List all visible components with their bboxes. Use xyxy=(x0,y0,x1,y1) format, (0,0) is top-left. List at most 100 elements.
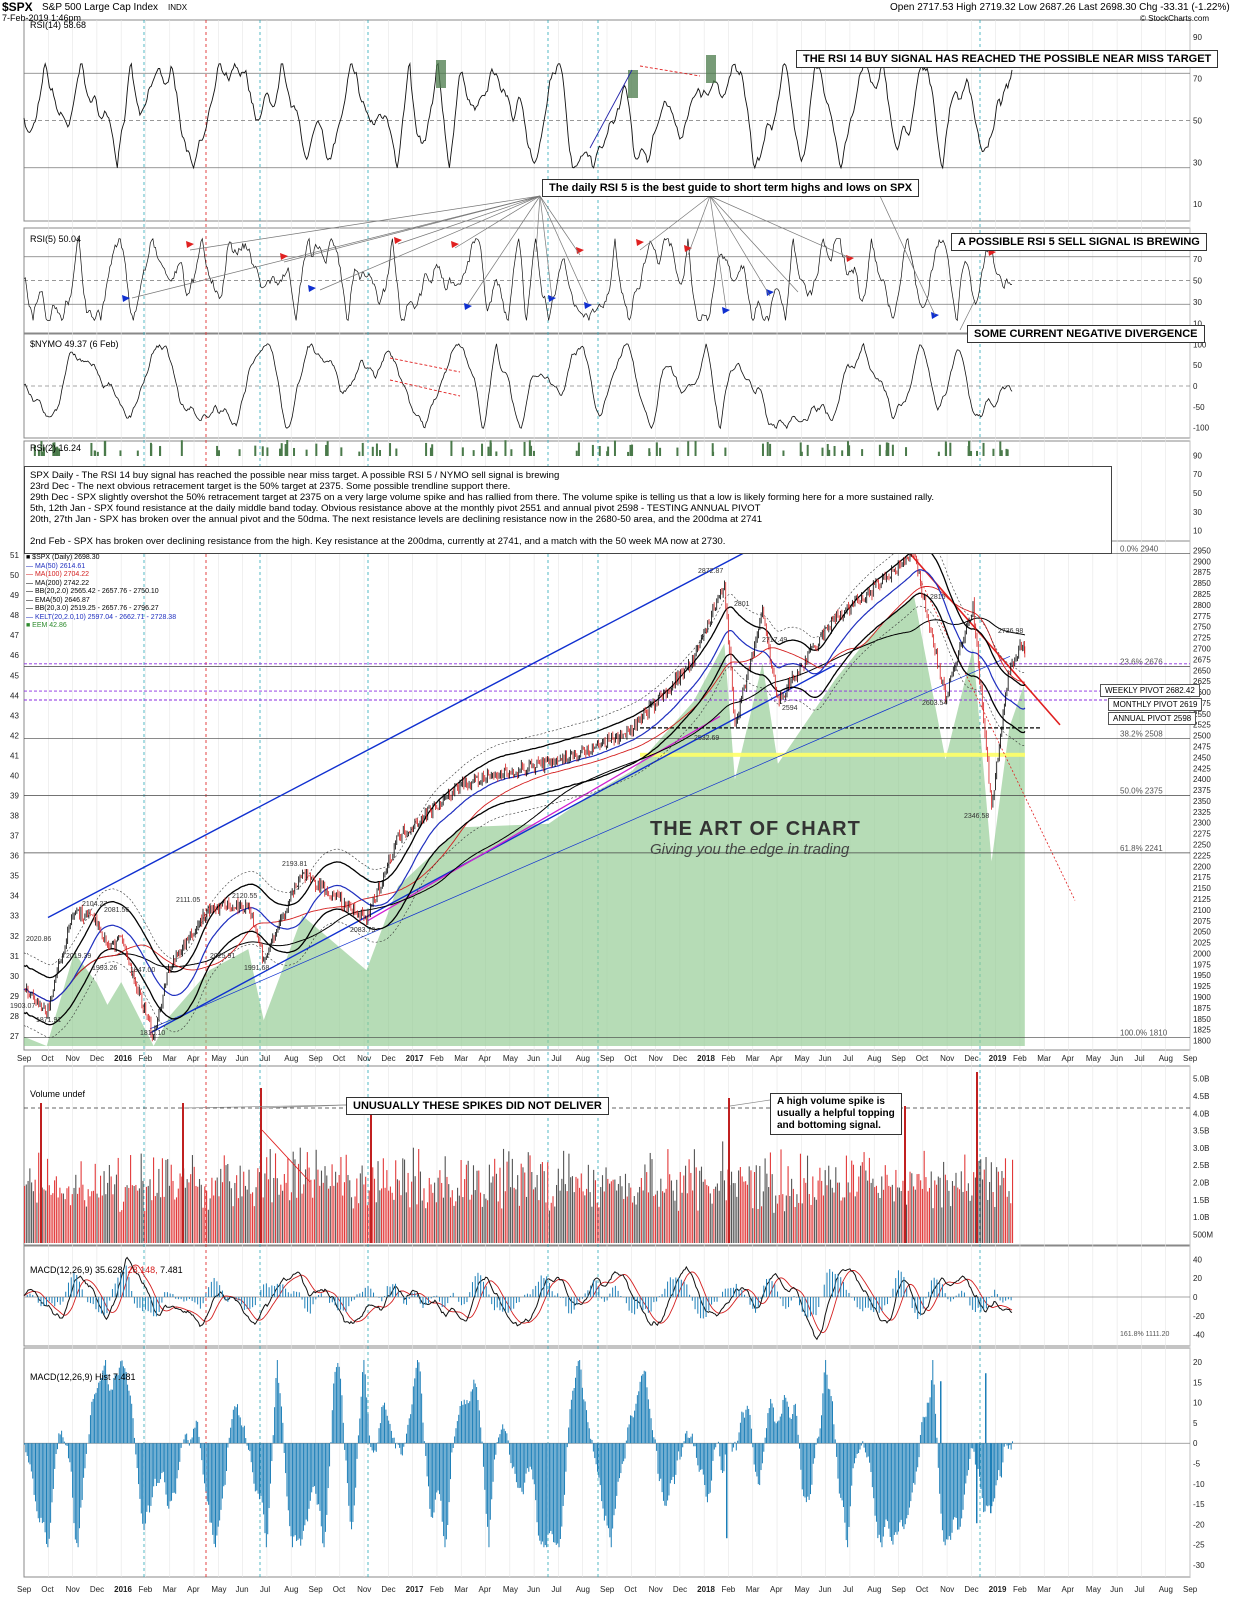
rsi2-spike xyxy=(655,442,658,456)
volume-bar xyxy=(639,1186,641,1243)
legend-entry: — MA(50) 2614.61 xyxy=(26,562,86,570)
price-tick: 2675 xyxy=(1193,655,1211,664)
hist-bar xyxy=(767,1413,769,1444)
trendline-blue xyxy=(589,69,633,149)
hist-bar xyxy=(818,1436,820,1444)
x-axis-label-bottom: May xyxy=(211,1585,226,1594)
volume-bar xyxy=(702,1181,704,1243)
x-axis-label-top: Dec xyxy=(90,1054,104,1063)
volume-bar xyxy=(492,1176,494,1243)
volume-bar xyxy=(246,1189,248,1243)
hist-bar xyxy=(417,1360,419,1444)
macd-mini-hist xyxy=(592,1280,594,1297)
volume-bar xyxy=(568,1153,570,1243)
volume-bar xyxy=(789,1196,791,1243)
hist-bar xyxy=(601,1443,603,1502)
macd-mini-hist xyxy=(700,1297,702,1319)
overbought-fill xyxy=(436,60,446,88)
macd-mini-hist xyxy=(268,1287,270,1297)
hist-bar xyxy=(98,1382,100,1444)
hist-bar xyxy=(616,1443,618,1496)
volume-tick: 5.0B xyxy=(1193,1075,1209,1084)
volume-bar xyxy=(232,1206,234,1243)
volume-bar xyxy=(278,1194,280,1243)
macd-mini-hist xyxy=(969,1297,971,1306)
volume-bar xyxy=(508,1151,510,1243)
volume-bar xyxy=(831,1187,833,1243)
hist-bar xyxy=(271,1443,273,1462)
macd-mini-hist xyxy=(482,1281,484,1297)
hist-bar xyxy=(822,1393,824,1444)
annotation-line xyxy=(709,195,727,309)
bollinger-lower xyxy=(23,592,1026,1026)
macd-mini-hist xyxy=(628,1297,630,1311)
macd-mini-hist xyxy=(859,1297,861,1310)
volume-bar xyxy=(711,1203,713,1243)
hist-bar xyxy=(150,1443,152,1506)
hist-bar xyxy=(399,1443,401,1448)
hist-bar xyxy=(881,1443,883,1548)
x-axis-label-top: Jun xyxy=(819,1054,832,1063)
hist-bar xyxy=(935,1413,937,1444)
volume-bar xyxy=(161,1158,163,1243)
macd-mini-hist xyxy=(474,1276,476,1297)
volume-bar xyxy=(451,1190,453,1243)
hist-bar xyxy=(712,1443,714,1461)
volume-bar xyxy=(921,1188,923,1243)
hist-bar xyxy=(69,1443,71,1463)
volume-bar xyxy=(266,1157,268,1243)
volume-bar xyxy=(460,1160,462,1243)
macd-mini-hist xyxy=(746,1297,748,1298)
hist-bar xyxy=(757,1443,759,1485)
x-axis-label-top: Feb xyxy=(1013,1054,1027,1063)
macd-mini-hist xyxy=(543,1278,545,1297)
hist-bar xyxy=(357,1435,359,1444)
macd-mini-hist xyxy=(246,1297,248,1309)
volume-bar xyxy=(882,1189,885,1243)
hist-bar xyxy=(300,1443,302,1546)
hist-bar xyxy=(808,1443,810,1500)
x-axis-label-top: Mar xyxy=(746,1054,760,1063)
macd-mini-hist xyxy=(54,1297,56,1307)
macd-mini-hist xyxy=(694,1297,696,1310)
rsi2-spike xyxy=(967,445,970,456)
volume-bar xyxy=(198,1178,201,1243)
rsi2-spike xyxy=(982,442,985,456)
volume-bar xyxy=(937,1176,939,1243)
hist-bar xyxy=(473,1379,475,1444)
hist-bar xyxy=(852,1443,854,1469)
x-axis-label-top: Jul xyxy=(260,1054,270,1063)
hist-bar xyxy=(175,1443,177,1494)
eem-tick: 27 xyxy=(10,1032,19,1041)
hist-bar xyxy=(734,1441,736,1444)
macd-mini-hist xyxy=(120,1272,122,1297)
hist-bar xyxy=(220,1443,222,1510)
rsi2-spike xyxy=(461,447,464,456)
hist-bar xyxy=(899,1443,901,1523)
hist-bar xyxy=(99,1380,101,1444)
macd-mini-hist xyxy=(26,1294,28,1297)
hist-bar xyxy=(689,1438,691,1444)
macd-mini-hist xyxy=(944,1293,946,1297)
hist-bar xyxy=(158,1443,160,1483)
volume-bar xyxy=(874,1187,876,1243)
volume-bar xyxy=(57,1197,59,1243)
hist-bar xyxy=(842,1443,844,1508)
price-tick: 2700 xyxy=(1193,644,1211,653)
hist-bar xyxy=(514,1443,516,1474)
volume-bar xyxy=(720,1171,722,1243)
volume-bar xyxy=(626,1196,628,1243)
macd-mini-hist xyxy=(554,1295,556,1297)
macd-mini-hist xyxy=(395,1283,397,1297)
hist-bar xyxy=(661,1443,663,1493)
macd-mini-hist xyxy=(425,1297,427,1306)
rsi2-spike xyxy=(425,442,428,456)
volume-bar xyxy=(389,1186,391,1243)
hist-bar xyxy=(810,1443,812,1495)
volume-bar xyxy=(214,1180,216,1243)
x-axis-label-bottom: 2019 xyxy=(989,1585,1007,1594)
hist-bar xyxy=(252,1443,254,1473)
volume-bar xyxy=(990,1162,992,1243)
volume-bar xyxy=(812,1176,814,1243)
eem-tick: 43 xyxy=(10,711,19,720)
